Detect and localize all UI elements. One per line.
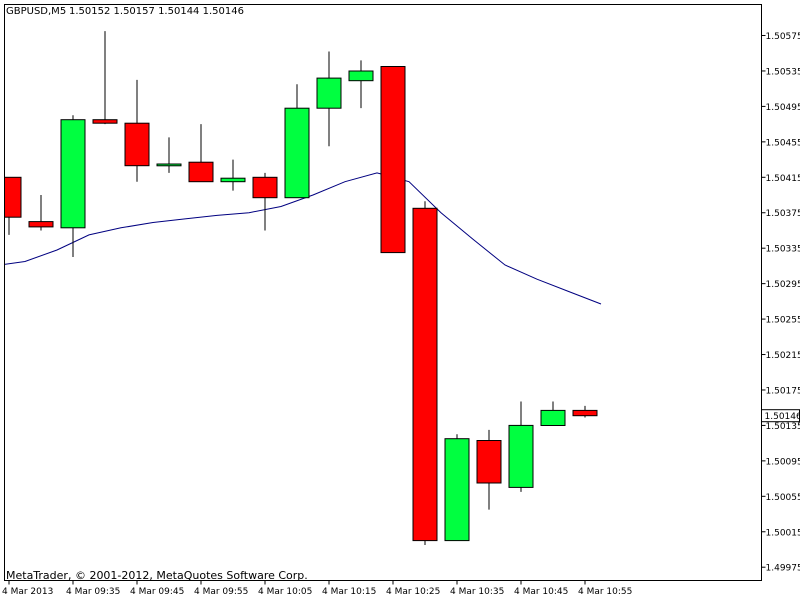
x-axis: 4 Mar 2013 4 Mar 09:35 4 Mar 09:45 4 Mar 09… (2, 580, 632, 597)
candle-body (572, 409, 598, 417)
candle (476, 429, 502, 510)
candle (284, 84, 310, 199)
candle (316, 51, 342, 147)
candle (540, 401, 566, 426)
x-tick-label: 4 Mar 10:15 (322, 587, 376, 597)
candle-body (348, 70, 374, 82)
candle (412, 201, 438, 546)
candle-body (92, 119, 118, 124)
candle (572, 405, 598, 418)
candle-body (284, 107, 310, 199)
candle (252, 172, 278, 231)
y-tick-label: 1.50095 (766, 457, 800, 467)
candle-body (220, 177, 246, 183)
candle-body (476, 440, 502, 484)
candle-body (412, 207, 438, 542)
x-tick-label: 4 Mar 10:45 (514, 587, 568, 597)
candle-body (252, 176, 278, 199)
candle (188, 124, 214, 183)
y-tick-label: 1.49975 (766, 564, 800, 574)
candle (444, 434, 470, 542)
candle-body (60, 119, 86, 229)
plot-frame (4, 4, 762, 581)
chart-header-symbol: GBPUSD,M5 (6, 6, 66, 17)
y-tick-label: 1.50255 (766, 316, 800, 326)
candle-body (380, 66, 406, 254)
y-tick-label: 1.50495 (766, 103, 800, 113)
x-tick-label: 4 Mar 10:55 (578, 587, 632, 597)
y-tick-label: 1.50415 (766, 174, 800, 184)
candle-body (188, 161, 214, 183)
y-tick-label: 1.50375 (766, 209, 800, 219)
x-tick-label: 4 Mar 10:35 (450, 587, 504, 597)
y-axis: 1.50575 1.50535 1.50495 1.50455 1.50415 1.503… (761, 32, 800, 574)
candle (508, 401, 534, 492)
candle (92, 31, 118, 125)
y-tick-label: 1.50055 (766, 493, 800, 503)
candle-body (156, 163, 182, 167)
moving-average-layer (4, 172, 602, 305)
y-tick-label: 1.50455 (766, 138, 800, 148)
y-tick-label: 1.50575 (766, 32, 800, 42)
candle (348, 60, 374, 109)
y-tick-label: 1.50135 (766, 422, 800, 432)
y-tick-label: 1.50535 (766, 67, 800, 77)
chart-header-ohlc: 1.50152 1.50157 1.50144 1.50146 (69, 6, 244, 17)
x-tick-label: 4 Mar 09:45 (130, 587, 184, 597)
candle-body (508, 424, 534, 488)
candle (156, 137, 182, 173)
y-tick-label: 1.50215 (766, 351, 800, 361)
candles-layer (4, 31, 598, 546)
y-tick-label: 1.50295 (766, 280, 800, 290)
candle-body (4, 176, 22, 218)
candle-body (316, 77, 342, 109)
current-price-label: 1.50146 (765, 412, 800, 422)
candle (28, 195, 54, 231)
candle-body (444, 438, 470, 542)
candle-body (124, 122, 150, 167)
candle-body (28, 221, 54, 228)
candle (60, 115, 86, 258)
x-tick-label: 4 Mar 2013 (2, 587, 53, 597)
axes-layer (4, 4, 762, 581)
copyright-text: MetaTrader, © 2001-2012, MetaQuotes Soft… (6, 569, 308, 582)
candle (4, 176, 22, 235)
x-tick-label: 4 Mar 09:35 (66, 587, 120, 597)
moving-average-line (4, 172, 602, 305)
x-tick-label: 4 Mar 10:05 (258, 587, 312, 597)
x-tick-label: 4 Mar 10:25 (386, 587, 440, 597)
candle (380, 66, 406, 254)
current-price-marker: 1.50146 (761, 409, 800, 423)
y-tick-label: 1.50175 (766, 386, 800, 396)
candle-body (540, 409, 566, 426)
y-tick-label: 1.50015 (766, 528, 800, 538)
candle (220, 159, 246, 191)
y-tick-label: 1.50335 (766, 245, 800, 255)
candle (124, 79, 150, 182)
x-tick-label: 4 Mar 09:55 (194, 587, 248, 597)
